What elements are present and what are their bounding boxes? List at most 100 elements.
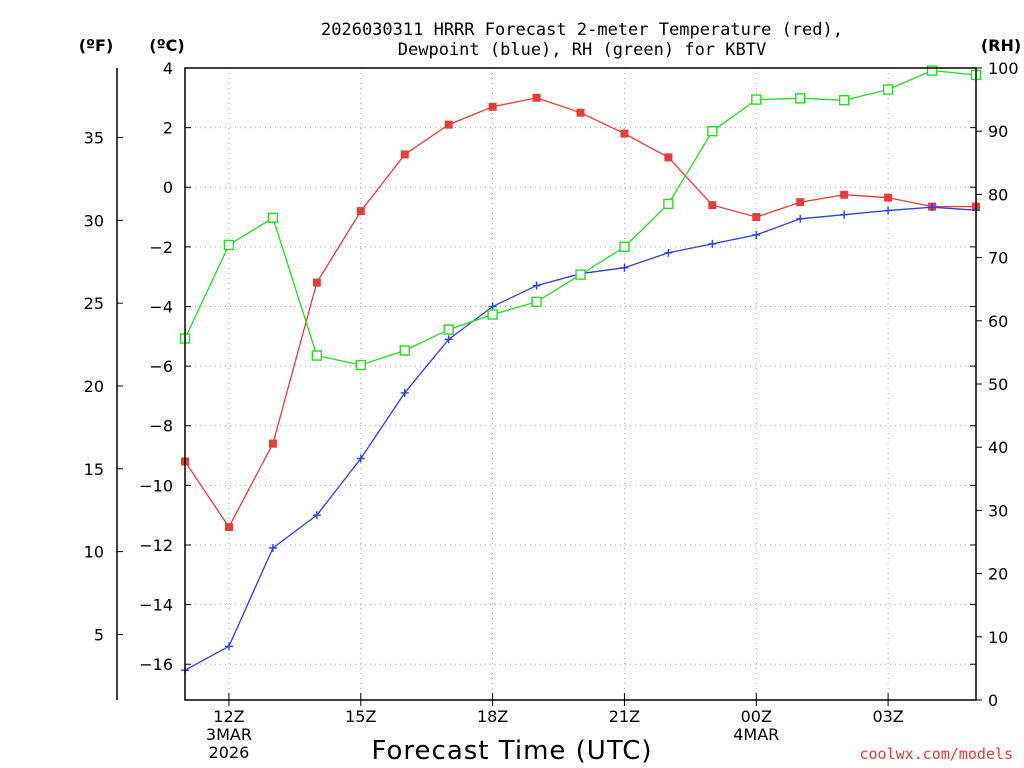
rh-point: [223, 239, 235, 251]
rh-tick-label: 60: [988, 312, 1008, 331]
celsius-tick-label: −8: [149, 417, 173, 436]
rh-tick-label: 40: [988, 438, 1008, 457]
rh-tick-label: 90: [988, 122, 1008, 141]
dewpoint-point: [620, 263, 629, 272]
temperature-series: [181, 93, 980, 532]
dewpoint-point: [444, 335, 453, 344]
temperature-point: [488, 102, 497, 111]
celsius-tick-label: 0: [163, 178, 173, 197]
rh-tick-label: 30: [988, 501, 1008, 520]
rh-point: [838, 95, 850, 106]
rh-point: [311, 350, 323, 361]
celsius-tick-label: −10: [139, 476, 173, 495]
dewpoint-point: [708, 239, 717, 248]
temperature-point: [884, 193, 893, 202]
rh-tick-label: 70: [988, 249, 1008, 268]
rh-point: [926, 65, 938, 76]
fahrenheit-tick-label: 10: [84, 543, 104, 562]
celsius-tick-label: −6: [149, 357, 173, 376]
time-tick-label: 12Z: [213, 707, 244, 726]
fahrenheit-tick-label: 25: [84, 294, 104, 313]
time-tick-label: 3MAR: [206, 725, 252, 744]
celsius-tick-label: 2: [163, 119, 173, 138]
rh-tick-label: 100: [988, 59, 1019, 78]
celsius-tick-label: −16: [139, 655, 173, 674]
time-tick-label: 21Z: [609, 707, 640, 726]
time-tick-label: 00Z: [741, 707, 772, 726]
celsius-tick-label: −2: [149, 238, 173, 257]
fahrenheit-tick-label: 15: [84, 460, 104, 479]
temperature-point: [840, 190, 849, 199]
rh-tick-label: 20: [988, 565, 1008, 584]
celsius-tick-label: −12: [139, 536, 173, 555]
rh-point: [882, 84, 894, 95]
fahrenheit-axis: 35 30 25 20 15 10 5: [84, 129, 123, 644]
dewpoint-point: [664, 248, 673, 257]
temperature-point: [752, 213, 761, 222]
temperature-point: [664, 153, 673, 162]
temperature-point: [708, 201, 717, 210]
credit-text: coolwx.com/models: [859, 745, 1013, 763]
plot-frame: [184, 67, 977, 701]
temperature-point: [576, 108, 585, 117]
rh-point: [355, 359, 366, 371]
celsius-tick-label: −14: [139, 596, 173, 615]
rh-point: [751, 94, 762, 105]
dewpoint-point: [224, 642, 233, 651]
x-axis-title: Forecast Time (UTC): [371, 736, 652, 766]
dewpoint-point: [356, 454, 365, 463]
rh-point: [399, 345, 410, 356]
rh-point: [267, 212, 279, 223]
rh-point: [443, 324, 454, 335]
time-tick-label: 15Z: [345, 707, 376, 726]
fahrenheit-tick-label: 35: [84, 129, 104, 148]
rh-point: [531, 296, 542, 308]
fahrenheit-axis-label: (ºF): [79, 36, 114, 55]
celsius-tick-label: 4: [163, 59, 173, 78]
celsius-axis-label: (ºC): [149, 36, 184, 55]
chart-title-line-1: 2026030311 HRRR Forecast 2-meter Tempera…: [321, 20, 843, 40]
temperature-point: [796, 198, 805, 207]
dewpoint-point: [532, 281, 541, 290]
rh-tick-label: 0: [988, 691, 998, 710]
dewpoint-point: [928, 203, 937, 212]
temperature-point: [620, 129, 629, 138]
time-tick-label: 2026: [209, 743, 250, 762]
fahrenheit-tick-label: 30: [84, 211, 104, 230]
dewpoint-point: [268, 543, 277, 552]
rh-tick-label: 80: [988, 185, 1008, 204]
dewpoint-point: [752, 230, 761, 239]
temperature-point: [400, 150, 409, 159]
celsius-axis: 4 2 0 −2 −4 −6 −8 −10 −12 −14 −16: [139, 59, 976, 674]
fahrenheit-tick-label: 20: [84, 377, 104, 396]
dewpoint-point: [400, 388, 409, 397]
dewpoint-point: [796, 214, 805, 223]
chart-title-line-2: Dewpoint (blue), RH (green) for KBTV: [398, 40, 766, 60]
temperature-point: [224, 523, 233, 532]
dewpoint-point: [488, 302, 497, 311]
rh-tick-label: 50: [988, 375, 1008, 394]
rh-point: [487, 309, 498, 320]
time-tick-label: 18Z: [477, 707, 508, 726]
rh-tick-label: 10: [988, 628, 1008, 647]
grid-lines: [185, 68, 976, 700]
rh-point: [619, 241, 630, 253]
celsius-tick-label: −4: [149, 297, 173, 316]
temperature-point: [532, 93, 541, 102]
temperature-point: [312, 278, 321, 287]
temperature-point: [268, 439, 277, 448]
time-tick-label: 03Z: [872, 707, 903, 726]
dewpoint-point: [312, 511, 321, 520]
rh-point: [663, 198, 674, 210]
dewpoint-point: [884, 206, 893, 215]
dewpoint-point: [840, 210, 849, 219]
temperature-point: [444, 120, 453, 129]
rh-axis-label: (RH): [981, 36, 1021, 55]
rh-point: [795, 93, 806, 104]
fahrenheit-tick-label: 5: [94, 625, 104, 644]
rh-point: [707, 125, 718, 137]
rh-point: [575, 269, 586, 280]
